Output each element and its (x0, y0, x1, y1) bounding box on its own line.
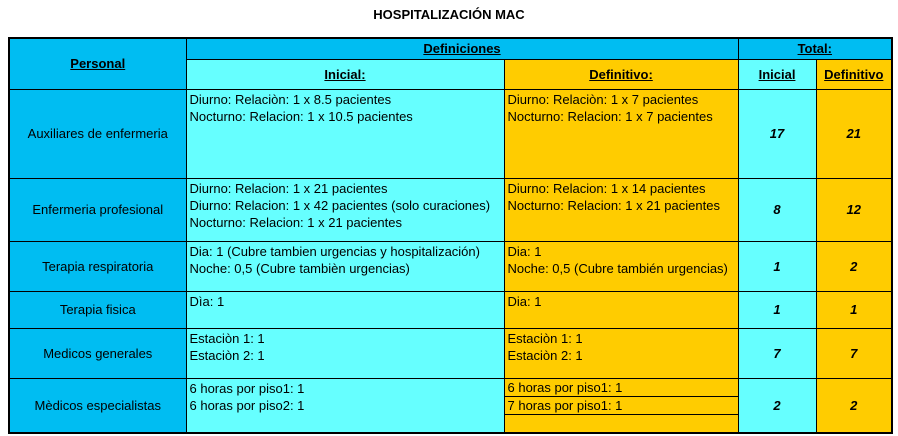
subheader-definiciones-inicial: Inicial: (185, 58, 505, 90)
table-row: Terapia fisica Dìa: 1 Dia: 1 1 1 (8, 290, 893, 329)
row-definicion-inicial: Dia: 1 (Cubre tambien urgencias y hospit… (185, 240, 505, 292)
table-row: Terapia respiratoria Dia: 1 (Cubre tambi… (8, 240, 893, 292)
row-personal: Mèdicos especialistas (8, 377, 187, 434)
column-header-definiciones: Definiciones (185, 37, 739, 60)
header-row-2: Inicial: Definitivo: Inicial Definitivo (9, 58, 893, 90)
row-total-definitivo: 1 (815, 290, 893, 329)
definitivo-subrow (505, 415, 737, 431)
row-total-inicial: 1 (737, 240, 817, 292)
row-total-definitivo: 7 (815, 327, 893, 379)
row-personal: Terapia respiratoria (8, 240, 187, 292)
row-personal: Enfermeria profesional (8, 177, 187, 242)
row-total-inicial: 1 (737, 290, 817, 329)
definitivo-subrow: 6 horas por piso1: 1 (505, 379, 738, 397)
row-personal: Auxiliares de enfermeria (8, 88, 187, 179)
row-definicion-definitivo-split: 6 horas por piso1: 1 7 horas por piso1: … (503, 377, 739, 434)
row-total-definitivo: 2 (815, 240, 893, 292)
row-total-definitivo: 12 (815, 177, 893, 242)
header-row-1: Personal Definiciones Total: (8, 37, 893, 90)
table-row: Medicos generales Estaciòn 1: 1 Estaciòn… (8, 327, 893, 379)
row-definicion-definitivo: Diurno: Relaciòn: 1 x 7 pacientes Noctur… (503, 88, 739, 179)
subheader-total-inicial: Inicial (737, 58, 817, 90)
subheader-definiciones-definitivo: Definitivo: (503, 58, 739, 90)
row-definicion-inicial: Estaciòn 1: 1 Estaciòn 2: 1 (185, 327, 505, 379)
row-definicion-inicial: Diurno: Relacion: 1 x 21 pacientes Diurn… (185, 177, 505, 242)
row-personal: Terapia fisica (8, 290, 187, 329)
subheader-total-definitivo: Definitivo (815, 58, 893, 90)
row-definicion-inicial: Diurno: Relaciòn: 1 x 8.5 pacientes Noct… (185, 88, 505, 179)
row-definicion-definitivo: Dia: 1 Noche: 0,5 (Cubre también urgenci… (503, 240, 739, 292)
row-total-inicial: 2 (737, 377, 817, 434)
row-definicion-inicial: 6 horas por piso1: 1 6 horas por piso2: … (185, 377, 505, 434)
column-header-total: Total: (737, 37, 893, 60)
row-total-inicial: 17 (737, 88, 817, 179)
table-row: Mèdicos especialistas 6 horas por piso1:… (8, 377, 893, 434)
row-total-inicial: 8 (737, 177, 817, 242)
row-definicion-definitivo: Estaciòn 1: 1 Estaciòn 2: 1 (503, 327, 739, 379)
row-total-definitivo: 2 (815, 377, 893, 434)
definitivo-subrow: 7 horas por piso1: 1 (505, 397, 738, 415)
row-definicion-inicial: Dìa: 1 (185, 290, 505, 329)
column-header-personal: Personal (8, 37, 187, 90)
row-definicion-definitivo: Diurno: Relacion: 1 x 14 pacientes Noctu… (503, 177, 739, 242)
table-row: Enfermeria profesional Diurno: Relacion:… (8, 177, 893, 242)
hospitalizacion-table: Personal Definiciones Total: Inicial: De… (8, 37, 894, 434)
row-personal: Medicos generales (8, 327, 187, 379)
row-total-definitivo: 21 (815, 88, 893, 179)
row-total-inicial: 7 (737, 327, 817, 379)
table-row: Auxiliares de enfermeria Diurno: Relaciò… (8, 88, 893, 179)
row-definicion-definitivo: Dia: 1 (503, 290, 739, 329)
page-title: HOSPITALIZACIÓN MAC (373, 7, 525, 22)
